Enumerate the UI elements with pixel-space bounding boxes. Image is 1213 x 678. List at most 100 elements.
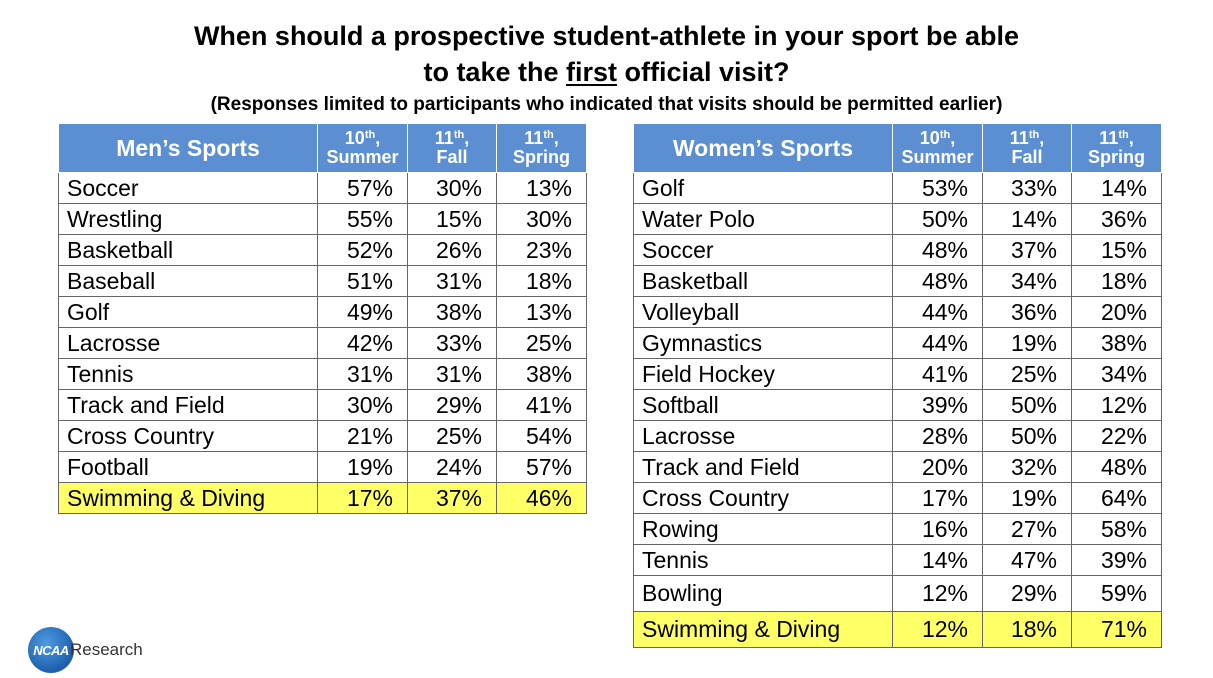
pct-spring: 39%	[1071, 544, 1162, 576]
sport-name: Soccer	[633, 234, 893, 266]
pct-fall: 30%	[407, 172, 497, 204]
sport-name: Lacrosse	[58, 327, 318, 359]
pct-spring: 59%	[1071, 575, 1162, 612]
col-suffix: ,	[464, 128, 470, 148]
logo-wordmark: Research	[70, 640, 143, 659]
sport-name: Tennis	[58, 358, 318, 390]
pct-spring: 38%	[496, 358, 587, 390]
sport-name: Track and Field	[633, 451, 893, 483]
col-label: Spring	[1088, 147, 1145, 167]
sport-name: Bowling	[633, 575, 893, 612]
table-row: Volleyball 44% 36% 20%	[633, 296, 1162, 328]
pct-summer: 17%	[317, 482, 408, 514]
pct-fall: 50%	[982, 420, 1072, 452]
page-title-line2: to take the first official visit?	[0, 56, 1213, 88]
pct-summer: 48%	[892, 265, 983, 297]
pct-summer: 21%	[317, 420, 408, 452]
sport-name: Soccer	[58, 172, 318, 204]
col-header-summer: 10th, Summer	[317, 123, 408, 173]
pct-summer: 44%	[892, 296, 983, 328]
sport-name: Lacrosse	[633, 420, 893, 452]
sport-name: Track and Field	[58, 389, 318, 421]
sport-name: Cross Country	[633, 482, 893, 514]
pct-fall: 31%	[407, 358, 497, 390]
col-sup: th	[1028, 129, 1040, 141]
pct-spring: 12%	[1071, 389, 1162, 421]
womens-sports-table: Women’s Sports 10th, Summer 11th, Fall 11t…	[633, 123, 1162, 648]
pct-fall: 50%	[982, 389, 1072, 421]
table-row: Track and Field 30% 29% 41%	[58, 389, 587, 421]
col-grade: 11	[1009, 128, 1029, 148]
pct-summer: 28%	[892, 420, 983, 452]
pct-fall: 36%	[982, 296, 1072, 328]
title-emphasis: first	[565, 57, 617, 87]
sport-name: Cross Country	[58, 420, 318, 452]
pct-summer: 30%	[317, 389, 408, 421]
col-sup: th	[364, 129, 376, 141]
pct-fall: 29%	[407, 389, 497, 421]
sport-name: Wrestling	[58, 203, 318, 235]
pct-summer: 12%	[892, 575, 983, 612]
pct-summer: 31%	[317, 358, 408, 390]
pct-summer: 17%	[892, 482, 983, 514]
sport-name: Basketball	[58, 234, 318, 266]
col-header-spring: 11th, Spring	[496, 123, 587, 173]
sport-name: Gymnastics	[633, 327, 893, 359]
pct-spring: 71%	[1071, 611, 1162, 648]
table-header-row: Women’s Sports 10th, Summer 11th, Fall 11t…	[633, 123, 1162, 173]
pct-spring: 46%	[496, 482, 587, 514]
table-row: Track and Field 20% 32% 48%	[633, 451, 1162, 483]
pct-summer: 44%	[892, 327, 983, 359]
table-row: Gymnastics 44% 19% 38%	[633, 327, 1162, 359]
page-subtitle: (Responses limited to participants who i…	[210, 94, 1003, 115]
table-row: Water Polo 50% 14% 36%	[633, 203, 1162, 235]
ncaa-logo-icon: NCAA	[28, 627, 74, 673]
table-row: Lacrosse 42% 33% 25%	[58, 327, 587, 359]
title-part: official visit?	[617, 57, 790, 87]
table-row: Cross Country 21% 25% 54%	[58, 420, 587, 452]
col-sup: th	[543, 129, 554, 141]
col-header-summer: 10th, Summer	[892, 123, 983, 173]
pct-spring: 18%	[496, 265, 587, 297]
col-suffix: ,	[950, 128, 956, 148]
table-row: Football 19% 24% 57%	[58, 451, 587, 483]
table-row: Lacrosse 28% 50% 22%	[633, 420, 1162, 452]
pct-fall: 25%	[407, 420, 497, 452]
col-suffix: ,	[1128, 128, 1134, 148]
table-row: Softball 39% 50% 12%	[633, 389, 1162, 421]
pct-spring: 18%	[1071, 265, 1162, 297]
table-row: Golf 53% 33% 14%	[633, 172, 1162, 204]
pct-fall: 37%	[407, 482, 497, 514]
col-label: Spring	[513, 147, 570, 167]
title-part: to take the	[423, 57, 566, 87]
table-row: Soccer 57% 30% 13%	[58, 172, 587, 204]
col-suffix: ,	[1039, 128, 1045, 148]
sport-name: Golf	[633, 172, 893, 204]
pct-fall: 25%	[982, 358, 1072, 390]
table-row: Cross Country 17% 19% 64%	[633, 482, 1162, 514]
pct-summer: 49%	[317, 296, 408, 328]
pct-fall: 29%	[982, 575, 1072, 612]
col-grade: 11	[1099, 128, 1119, 148]
pct-spring: 48%	[1071, 451, 1162, 483]
ncaa-research-logo: NCAA Research	[28, 627, 143, 673]
col-sup: th	[939, 129, 951, 141]
table-row: Tennis 14% 47% 39%	[633, 544, 1162, 576]
pct-fall: 19%	[982, 482, 1072, 514]
col-label: Summer	[901, 147, 974, 167]
sport-name: Swimming & Diving	[633, 611, 893, 648]
page-title: When should a prospective student-athlet…	[193, 21, 1020, 51]
pct-summer: 52%	[317, 234, 408, 266]
pct-fall: 37%	[982, 234, 1072, 266]
table-row: Wrestling 55% 15% 30%	[58, 203, 587, 235]
col-grade: 11	[524, 128, 544, 148]
pct-spring: 30%	[496, 203, 587, 235]
sport-name: Basketball	[633, 265, 893, 297]
pct-spring: 64%	[1071, 482, 1162, 514]
pct-fall: 24%	[407, 451, 497, 483]
table-row: Rowing 16% 27% 58%	[633, 513, 1162, 545]
table-row: Bowling 12% 29% 59%	[633, 575, 1162, 612]
mens-sports-table: Men’s Sports 10th, Summer 11th, Fall 11th,…	[58, 123, 587, 514]
col-label: Summer	[326, 147, 399, 167]
table-row: Swimming & Diving 12% 18% 71%	[633, 611, 1162, 648]
